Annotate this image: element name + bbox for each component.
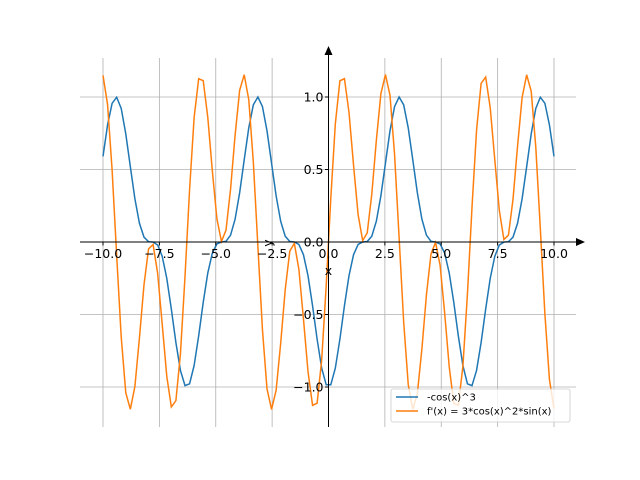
x-tick-label: 0.0 — [319, 246, 339, 261]
x-tick-label: 5.0 — [431, 246, 451, 261]
x-tick-label: −10.0 — [84, 246, 122, 261]
x-tick-label: 2.5 — [375, 246, 395, 261]
legend-label: f'(x) = 3*cos(x)^2*sin(x) — [427, 407, 552, 418]
y-tick-label: 0.0 — [304, 235, 324, 250]
x-tick-label: 10.0 — [540, 246, 568, 261]
legend-box — [390, 388, 571, 423]
x-axis-arrow-icon — [576, 238, 585, 246]
y-axis-arrow-icon — [324, 46, 333, 55]
y-tick-label: −0.5 — [293, 307, 323, 322]
x-tick-label: 7.5 — [488, 246, 508, 261]
x-axis-label: x — [325, 263, 332, 278]
legend-label: -cos(x)^3 — [427, 393, 476, 404]
x-tick-label: −2.5 — [257, 246, 287, 261]
y-tick-label: −1.0 — [293, 380, 323, 395]
x-tick-label: −7.5 — [144, 246, 174, 261]
y-axis-label: y — [260, 239, 275, 247]
y-tick-label: 0.5 — [304, 162, 324, 177]
y-tick-label: 1.0 — [304, 90, 324, 105]
x-tick-label: −5.0 — [201, 246, 231, 261]
